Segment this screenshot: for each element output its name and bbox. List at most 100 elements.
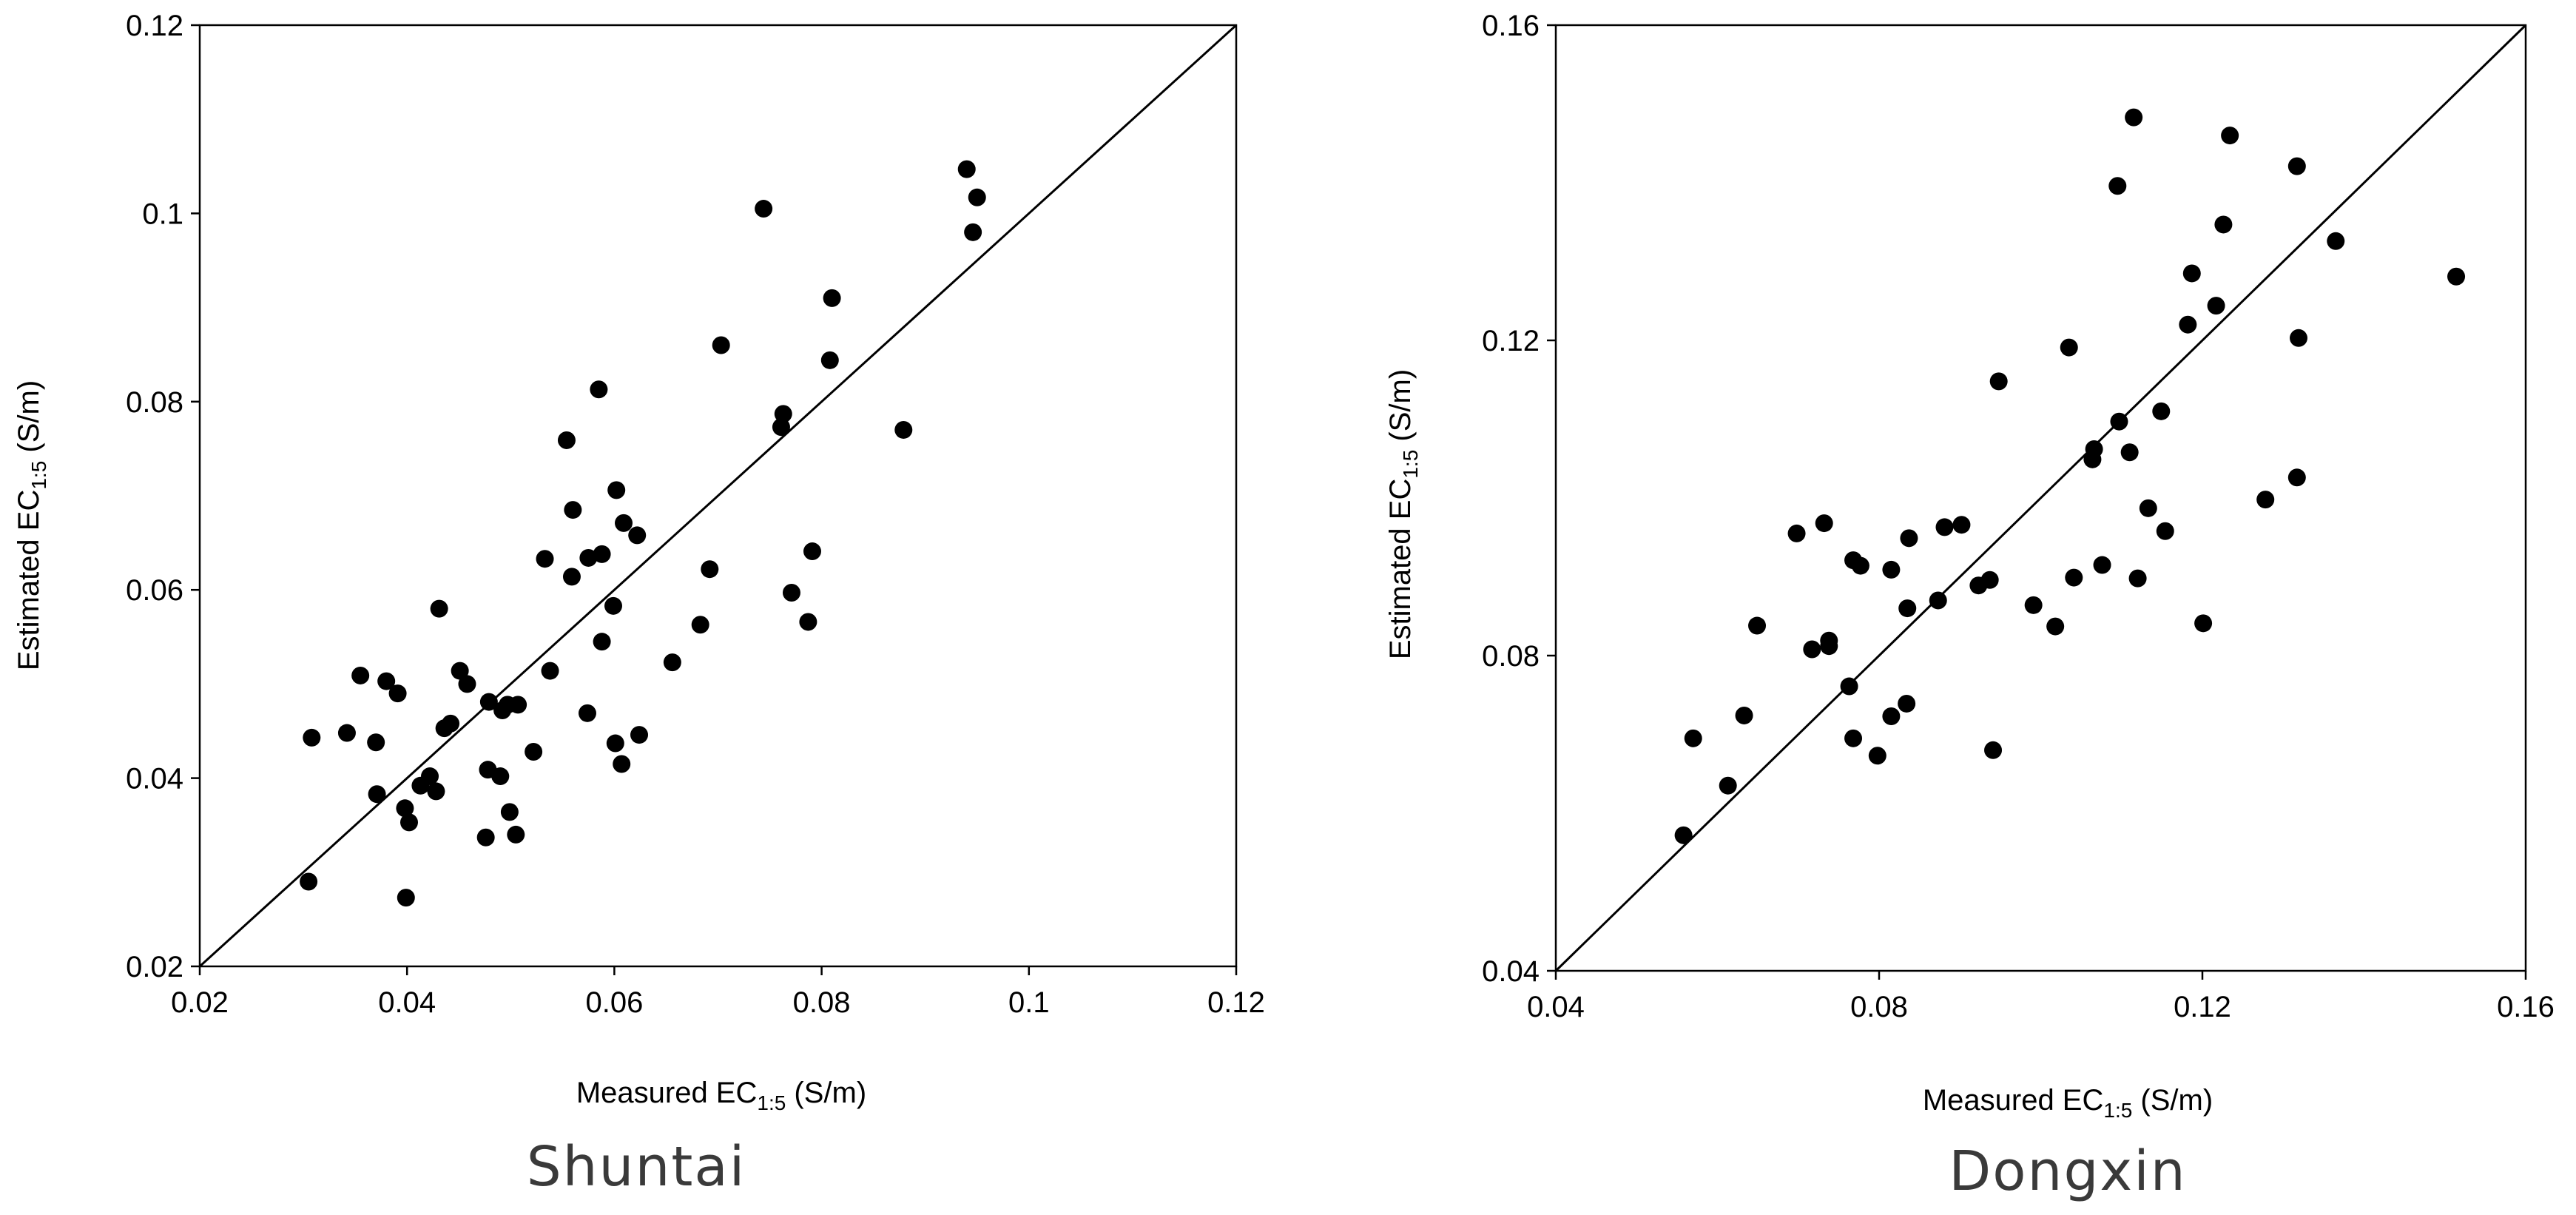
dongxin-data-point (1684, 729, 1702, 747)
shuntai-data-point (968, 188, 986, 206)
shuntai-x-tick-label: 0.1 (1008, 986, 1050, 1019)
dongxin-data-point (2287, 157, 2306, 175)
dongxin-y-axis-label-main: Estimated EC (1384, 479, 1417, 660)
dongxin-x-tick-label: 0.16 (2497, 991, 2555, 1023)
dongxin-data-point (2290, 329, 2308, 347)
shuntai-data-point (427, 782, 445, 801)
dongxin-data-point (2156, 522, 2174, 540)
dongxin-data-point (2152, 402, 2171, 420)
dongxin-data-point (2287, 468, 2306, 487)
dongxin-data-point (1898, 599, 1917, 618)
dongxin-data-point (2256, 491, 2275, 509)
shuntai-panel-title: Shuntai (527, 1135, 746, 1199)
shuntai-x-axis-label: Measured EC1:5 (S/m) (576, 1077, 866, 1114)
shuntai-data-point (607, 481, 626, 499)
shuntai-y-tick-label: 0.12 (126, 10, 183, 42)
dongxin-data-point (2085, 440, 2103, 458)
shuntai-x-axis-label-sub: 1:5 (757, 1091, 786, 1114)
dongxin-data-point (1844, 729, 1863, 747)
shuntai-x-axis-label-main: Measured EC (576, 1077, 758, 1109)
dongxin-x-tick-label: 0.08 (1850, 991, 1908, 1023)
dongxin-y-tick-label: 0.16 (1482, 10, 1540, 42)
shuntai-y-ticks: 0.02 0.04 0.06 0.08 0.1 0.12 (126, 10, 200, 983)
shuntai-data-point (663, 653, 681, 672)
dongxin-data-point (2128, 569, 2147, 588)
dongxin-panel-title: Dongxin (1949, 1140, 2186, 1203)
shuntai-x-tick-label: 0.06 (585, 986, 643, 1019)
dongxin-y-tick-label: 0.12 (1482, 325, 1540, 357)
shuntai-y-axis-label-sub: 1:5 (27, 461, 50, 490)
dongxin-y-axis-label-sub: 1:5 (1399, 450, 1422, 479)
shuntai-data-point (491, 767, 510, 786)
shuntai-data-point (606, 734, 624, 753)
dongxin-data-point (1868, 747, 1887, 765)
shuntai-data-point (957, 160, 976, 178)
shuntai-y-tick-label: 0.02 (126, 951, 183, 983)
dongxin-data-point (1719, 776, 1737, 795)
shuntai-x-tick-label: 0.08 (793, 986, 851, 1019)
shuntai-data-point (400, 813, 419, 832)
dongxin-data-point (1929, 591, 1947, 610)
shuntai-data-point (755, 200, 773, 218)
dongxin-x-axis-label: Measured EC1:5 (S/m) (1923, 1084, 2213, 1122)
dongxin-data-point (1674, 826, 1693, 844)
dongxin-x-ticks: 0.04 0.08 0.12 0.16 (1527, 971, 2555, 1023)
dongxin-data-point (1748, 616, 1767, 635)
dongxin-x-axis-label-main: Measured EC (1923, 1084, 2104, 1117)
shuntai-data-point (397, 889, 415, 907)
shuntai-data-point (337, 724, 356, 742)
dongxin-data-point (1820, 631, 1838, 650)
dongxin-data-point (2221, 127, 2239, 145)
shuntai-data-point (367, 733, 385, 752)
shuntai-data-point (300, 872, 318, 891)
dongxin-x-axis-label-sub: 1:5 (2103, 1099, 2132, 1122)
shuntai-data-point (303, 728, 321, 747)
dongxin-x-tick-label: 0.04 (1527, 991, 1585, 1023)
dongxin-data-point (1952, 516, 1971, 534)
dongxin-data-point (1898, 694, 1916, 713)
shuntai-data-point (500, 803, 519, 821)
shuntai-y-tick-label: 0.1 (142, 198, 183, 230)
shuntai-data-point (593, 545, 611, 563)
shuntai-data-point (604, 596, 622, 615)
shuntai-data-point (712, 336, 730, 354)
shuntai-data-point (691, 616, 709, 634)
shuntai-data-point (593, 633, 611, 651)
dongxin-data-point (1980, 571, 1999, 589)
dongxin-data-point (1851, 556, 1869, 575)
shuntai-data-point (451, 662, 469, 680)
dongxin-y-axis-label-unit: (S/m) (1384, 369, 1417, 450)
dongxin-data-point (1882, 560, 1901, 579)
dongxin-data-point (2046, 617, 2065, 636)
dongxin-data-point (2093, 556, 2111, 574)
shuntai-y-tick-label: 0.08 (126, 386, 183, 419)
shuntai-data-point (536, 550, 554, 568)
dongxin-data-point (1787, 524, 1806, 542)
shuntai-x-tick-label: 0.02 (171, 986, 229, 1019)
dongxin-data-point (2327, 232, 2345, 250)
dongxin-data-point (1900, 529, 1918, 548)
dongxin-x-tick-label: 0.12 (2174, 991, 2231, 1023)
shuntai-data-point (774, 405, 792, 423)
shuntai-data-point (579, 548, 598, 567)
shuntai-x-tick-label: 0.04 (378, 986, 436, 1019)
shuntai-data-point (557, 431, 576, 449)
dongxin-data-point (2065, 568, 2083, 587)
dongxin-data-point (1935, 518, 1954, 536)
shuntai-data-point (377, 672, 396, 690)
dongxin-data-point (2120, 443, 2139, 462)
shuntai-data-point (630, 726, 649, 744)
shuntai-data-point (351, 666, 370, 684)
shuntai-data-point (388, 684, 407, 703)
dongxin-data-point (1803, 640, 1821, 659)
dongxin-data-point (2060, 338, 2078, 357)
shuntai-data-point (820, 351, 839, 369)
dongxin-data-point (2024, 596, 2043, 614)
dongxin-data-point (2125, 108, 2143, 127)
shuntai-data-point (421, 767, 439, 786)
shuntai-data-point (823, 289, 841, 307)
dongxin-x-axis-label-unit: (S/m) (2132, 1084, 2213, 1117)
shuntai-data-point (615, 514, 633, 532)
dongxin-data-point (2194, 614, 2213, 633)
